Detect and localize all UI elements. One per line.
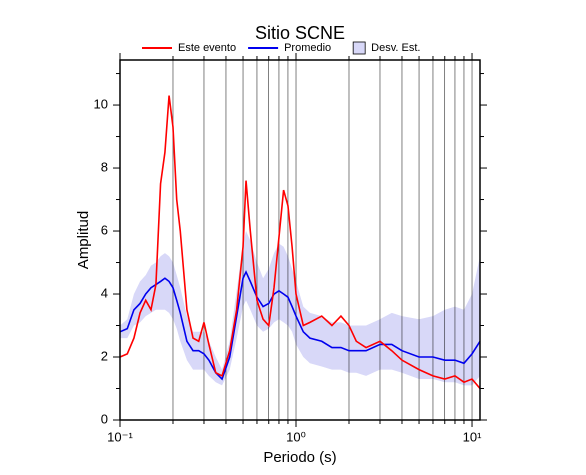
x-tick-label: 10¹ [463, 429, 482, 444]
y-tick-label: 8 [101, 159, 108, 174]
legend-label: Promedio [284, 42, 331, 54]
x-tick-label: 10⁻¹ [107, 429, 133, 444]
chart-title: Sitio SCNE [255, 23, 345, 43]
y-tick-label: 4 [101, 285, 108, 300]
legend-label: Este evento [178, 42, 236, 54]
y-tick-label: 0 [101, 411, 108, 426]
plot-frame [119, 59, 481, 421]
legend-swatch [352, 41, 366, 55]
y-tick-label: 2 [101, 348, 108, 363]
series-line [119, 270, 481, 381]
y-tick-label: 10 [94, 96, 108, 111]
series-line [119, 95, 481, 390]
x-axis-label: Periodo (s) [263, 449, 336, 466]
y-tick-label: 6 [101, 222, 108, 237]
x-tick-label: 10⁰ [286, 429, 306, 444]
y-axis-label: Amplitud [75, 211, 92, 269]
plot-layer [119, 60, 480, 420]
legend-label: Desv. Est. [371, 42, 420, 54]
